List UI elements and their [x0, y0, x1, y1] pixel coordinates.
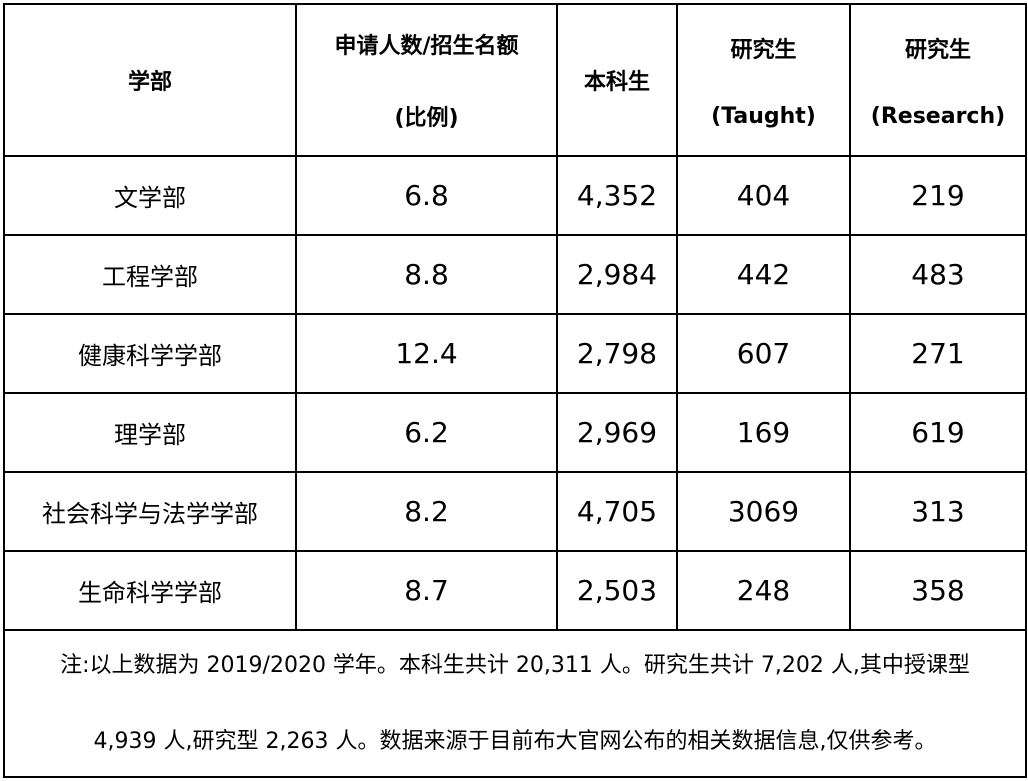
table-row: 工程学部 8.8 2,984 442 483: [3, 234, 1027, 315]
header-research: 研究生 (Research): [849, 3, 1027, 157]
ratio-cell: 8.8: [295, 234, 558, 315]
table-row: 健康科学学部 12.4 2,798 607 271: [3, 313, 1027, 394]
undergrad-cell: 2,503: [556, 550, 678, 631]
header-taught-line2: (Taught): [711, 103, 816, 129]
header-taught: 研究生 (Taught): [676, 3, 851, 157]
research-cell: 358: [849, 550, 1027, 631]
taught-cell: 3069: [676, 471, 851, 552]
undergrad-cell: 2,798: [556, 313, 678, 394]
research-cell: 619: [849, 392, 1027, 473]
header-ratio: 申请人数/招生名额 (比例): [295, 3, 558, 157]
dept-cell: 社会科学与法学学部: [3, 471, 297, 552]
taught-cell: 404: [676, 155, 851, 236]
ratio-cell: 6.2: [295, 392, 558, 473]
table-row: 社会科学与法学学部 8.2 4,705 3069 313: [3, 471, 1027, 552]
undergrad-cell: 2,969: [556, 392, 678, 473]
undergrad-cell: 4,705: [556, 471, 678, 552]
data-table: 学部 申请人数/招生名额 (比例) 本科生 研究生 (Taught) 研究生 (…: [3, 3, 1027, 778]
research-cell: 313: [849, 471, 1027, 552]
dept-cell: 文学部: [3, 155, 297, 236]
taught-cell: 169: [676, 392, 851, 473]
dept-cell: 理学部: [3, 392, 297, 473]
header-ratio-line1: 申请人数/招生名额: [334, 34, 519, 59]
note-line-1: 注:以上数据为 2019/2020 学年。本科生共计 20,311 人。研究生共…: [60, 652, 970, 678]
header-row: 学部 申请人数/招生名额 (比例) 本科生 研究生 (Taught) 研究生 (…: [3, 3, 1027, 157]
header-undergrad: 本科生: [556, 3, 678, 157]
taught-cell: 607: [676, 313, 851, 394]
taught-cell: 248: [676, 550, 851, 631]
header-ratio-line2: (比例): [394, 106, 459, 131]
ratio-cell: 6.8: [295, 155, 558, 236]
header-research-line2: (Research): [870, 103, 1006, 129]
dept-cell: 健康科学学部: [3, 313, 297, 394]
table-row: 理学部 6.2 2,969 169 619: [3, 392, 1027, 473]
table-row: 生命科学学部 8.7 2,503 248 358: [3, 550, 1027, 631]
dept-cell: 工程学部: [3, 234, 297, 315]
research-cell: 271: [849, 313, 1027, 394]
ratio-cell: 12.4: [295, 313, 558, 394]
note-line-2: 4,939 人,研究型 2,263 人。数据来源于目前布大官网公布的相关数据信息…: [93, 728, 937, 754]
header-taught-line1: 研究生: [730, 37, 797, 63]
header-research-line1: 研究生: [904, 37, 971, 63]
research-cell: 219: [849, 155, 1027, 236]
dept-cell: 生命科学学部: [3, 550, 297, 631]
table-note: 注:以上数据为 2019/2020 学年。本科生共计 20,311 人。研究生共…: [3, 629, 1027, 778]
table-row: 文学部 6.8 4,352 404 219: [3, 155, 1027, 236]
ratio-cell: 8.7: [295, 550, 558, 631]
undergrad-cell: 2,984: [556, 234, 678, 315]
undergrad-cell: 4,352: [556, 155, 678, 236]
header-dept: 学部: [3, 3, 297, 157]
note-row: 注:以上数据为 2019/2020 学年。本科生共计 20,311 人。研究生共…: [3, 629, 1027, 778]
research-cell: 483: [849, 234, 1027, 315]
ratio-cell: 8.2: [295, 471, 558, 552]
taught-cell: 442: [676, 234, 851, 315]
